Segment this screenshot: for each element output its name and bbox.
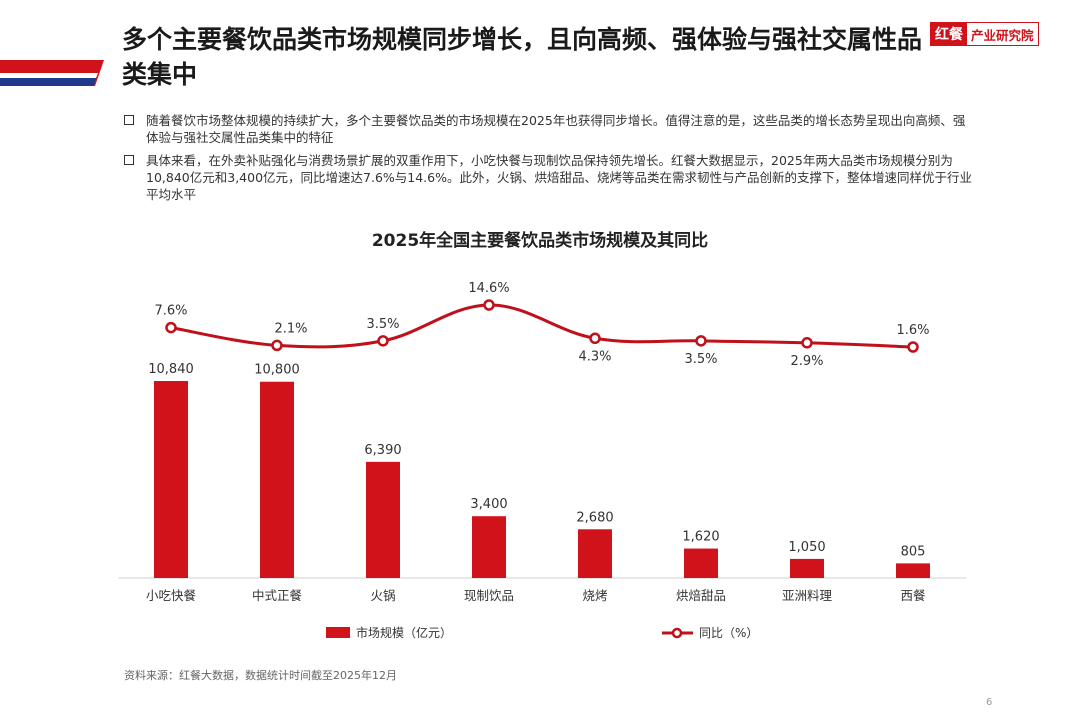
yoy-value-label: 1.6% — [896, 323, 929, 338]
legend-line-marker — [671, 627, 683, 639]
category-label: 烧烤 — [582, 588, 607, 603]
yoy-point — [165, 321, 177, 334]
yoy-point — [377, 335, 389, 347]
header-accent-bar — [0, 60, 104, 86]
bar — [472, 516, 506, 578]
bar-value-label: 3,400 — [470, 497, 507, 512]
bullet-square-icon — [124, 115, 134, 125]
yoy-point — [589, 332, 601, 345]
bar-value-label: 1,050 — [788, 540, 825, 555]
yoy-value-label: 2.1% — [274, 321, 307, 336]
yoy-value-label: 3.5% — [684, 352, 717, 367]
yoy-value-label: 3.5% — [366, 317, 399, 332]
logo-mark: 红餐 — [931, 23, 967, 45]
category-label: 火锅 — [370, 588, 395, 603]
bar-value-label: 6,390 — [364, 443, 401, 458]
bullet-text: 随着餐饮市场整体规模的持续扩大，多个主要餐饮品类的市场规模在2025年也获得同步… — [146, 113, 966, 145]
yoy-point — [483, 299, 495, 311]
category-label: 中式正餐 — [252, 588, 303, 603]
bar — [790, 558, 824, 578]
bar — [896, 563, 930, 578]
source-note: 资料来源：红餐大数据，数据统计时间截至2025年12月 — [124, 669, 397, 682]
logo-text: 产业研究院 — [967, 23, 1038, 45]
bar — [260, 381, 294, 578]
yoy-line — [170, 303, 914, 349]
category-label: 亚洲料理 — [782, 588, 833, 603]
bullet-item: 随着餐饮市场整体规模的持续扩大，多个主要餐饮品类的市场规模在2025年也获得同步… — [124, 112, 974, 146]
chart-title: 2025年全国主要餐饮品类市场规模及其同比 — [371, 231, 709, 251]
bar-value-label: 10,800 — [254, 363, 300, 378]
bar-value-label: 2,680 — [576, 510, 613, 525]
yoy-point — [695, 335, 707, 347]
yoy-point — [907, 341, 919, 353]
bullet-text: 具体来看，在外卖补贴强化与消费场景扩展的双重作用下，小吃快餐与现制饮品保持领先增… — [146, 153, 972, 202]
bullet-list: 随着餐饮市场整体规模的持续扩大，多个主要餐饮品类的市场规模在2025年也获得同步… — [124, 112, 974, 209]
legend-line-label: 同比（%） — [699, 626, 758, 640]
category-label: 现制饮品 — [464, 588, 514, 603]
bar-value-label: 805 — [901, 544, 926, 559]
bar — [684, 548, 718, 578]
yoy-value-label: 14.6% — [468, 281, 509, 296]
page-title: 多个主要餐饮品类市场规模同步增长，且向高频、强体验与强社交属性品类集中 — [122, 25, 923, 89]
bar — [578, 529, 612, 578]
logo: 红餐 产业研究院 — [930, 22, 1039, 46]
bullet-square-icon — [124, 155, 134, 165]
yoy-point — [801, 337, 813, 349]
yoy-value-label: 2.9% — [790, 354, 823, 369]
category-label: 小吃快餐 — [146, 588, 197, 603]
category-label: 西餐 — [900, 588, 926, 603]
legend-bar-swatch — [326, 627, 350, 638]
page-number: 6 — [986, 697, 993, 708]
bar-value-label: 10,840 — [148, 362, 194, 377]
bullet-item: 具体来看，在外卖补贴强化与消费场景扩展的双重作用下，小吃快餐与现制饮品保持领先增… — [124, 152, 974, 203]
legend-bar-label: 市场规模（亿元） — [356, 625, 452, 640]
category-label: 烘焙甜品 — [676, 588, 726, 603]
bar — [366, 461, 400, 578]
bar-value-label: 1,620 — [682, 530, 719, 545]
yoy-point — [271, 339, 283, 352]
yoy-value-label: 4.3% — [578, 349, 611, 364]
yoy-value-label: 7.6% — [154, 304, 187, 319]
bar — [154, 381, 188, 578]
